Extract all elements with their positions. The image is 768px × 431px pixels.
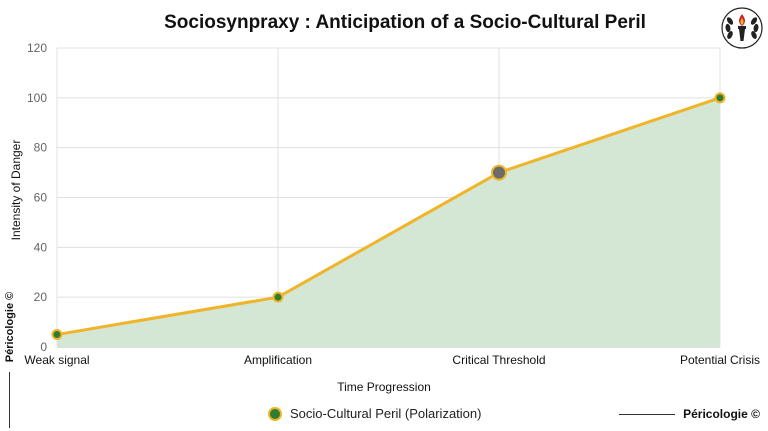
legend-marker (268, 406, 282, 421)
data-point (51, 329, 63, 341)
legend-label: Socio-Cultural Peril (Polarization) (290, 406, 482, 421)
highlight-data-point (491, 164, 507, 181)
data-point (714, 92, 726, 104)
brand-side-label: Péricologie © (4, 291, 16, 363)
series-line (56, 96, 721, 337)
torch-laurel-emblem-icon (721, 7, 763, 49)
x-tick-label: Amplification (244, 353, 312, 367)
brand-divider (619, 413, 676, 415)
y-tick-label: 100 (27, 91, 47, 105)
series-area (57, 97, 720, 347)
y-tick-label: 120 (27, 41, 47, 55)
y-tick-label: 40 (34, 240, 48, 254)
x-axis-label: Time Progression (337, 380, 431, 394)
x-tick-label: Potential Crisis (680, 353, 760, 367)
legend: Socio-Cultural Peril (Polarization) (268, 406, 481, 421)
x-tick-label: Critical Threshold (452, 353, 545, 367)
y-tick-label: 80 (34, 141, 48, 155)
brand-side-divider (9, 372, 10, 428)
x-tick-label: Weak signal (24, 353, 89, 367)
data-point (272, 291, 284, 303)
y-tick-label: 60 (34, 191, 48, 205)
brand-footer: Péricologie © (619, 407, 760, 421)
chart-title: Sociosynpraxy : Anticipation of a Socio-… (164, 12, 646, 33)
y-tick-label: 0 (40, 340, 47, 354)
y-tick-label: 20 (34, 290, 48, 304)
y-axis-label: Intensity of Danger (9, 139, 23, 241)
brand-footer-label: Péricologie © (683, 407, 760, 421)
